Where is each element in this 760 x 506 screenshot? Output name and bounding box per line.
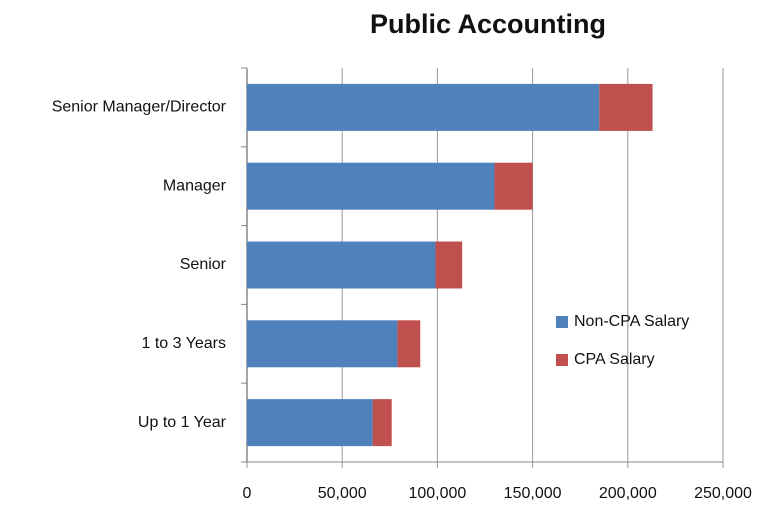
- bar-segment: [247, 162, 495, 210]
- bar-segment: [372, 399, 392, 447]
- legend-swatch: [556, 354, 568, 366]
- x-tick-label: 100,000: [408, 485, 466, 502]
- bar-segment: [435, 241, 463, 289]
- x-tick-label: 150,000: [504, 485, 562, 502]
- y-tick-label: Manager: [163, 177, 227, 194]
- bar-segment: [397, 320, 421, 368]
- x-tick-label: 0: [243, 485, 252, 502]
- y-tick-label: Senior: [180, 256, 227, 273]
- bar-segment: [247, 83, 600, 131]
- bar-segment: [494, 162, 533, 210]
- x-tick-label: 250,000: [694, 485, 752, 502]
- bar-segment: [247, 399, 373, 447]
- bar-segment: [247, 241, 436, 289]
- legend-swatch: [556, 316, 568, 328]
- y-tick-label: Senior Manager/Director: [52, 99, 227, 116]
- bar-segment: [599, 83, 653, 131]
- y-tick-label: 1 to 3 Years: [141, 335, 226, 352]
- chart-title: Public Accounting: [370, 9, 606, 39]
- x-tick-label: 50,000: [318, 485, 367, 502]
- legend-label: CPA Salary: [574, 351, 655, 368]
- bar-segment: [247, 320, 398, 368]
- x-tick-label: 200,000: [599, 485, 657, 502]
- y-tick-label: Up to 1 Year: [138, 414, 227, 431]
- legend-label: Non-CPA Salary: [574, 313, 689, 330]
